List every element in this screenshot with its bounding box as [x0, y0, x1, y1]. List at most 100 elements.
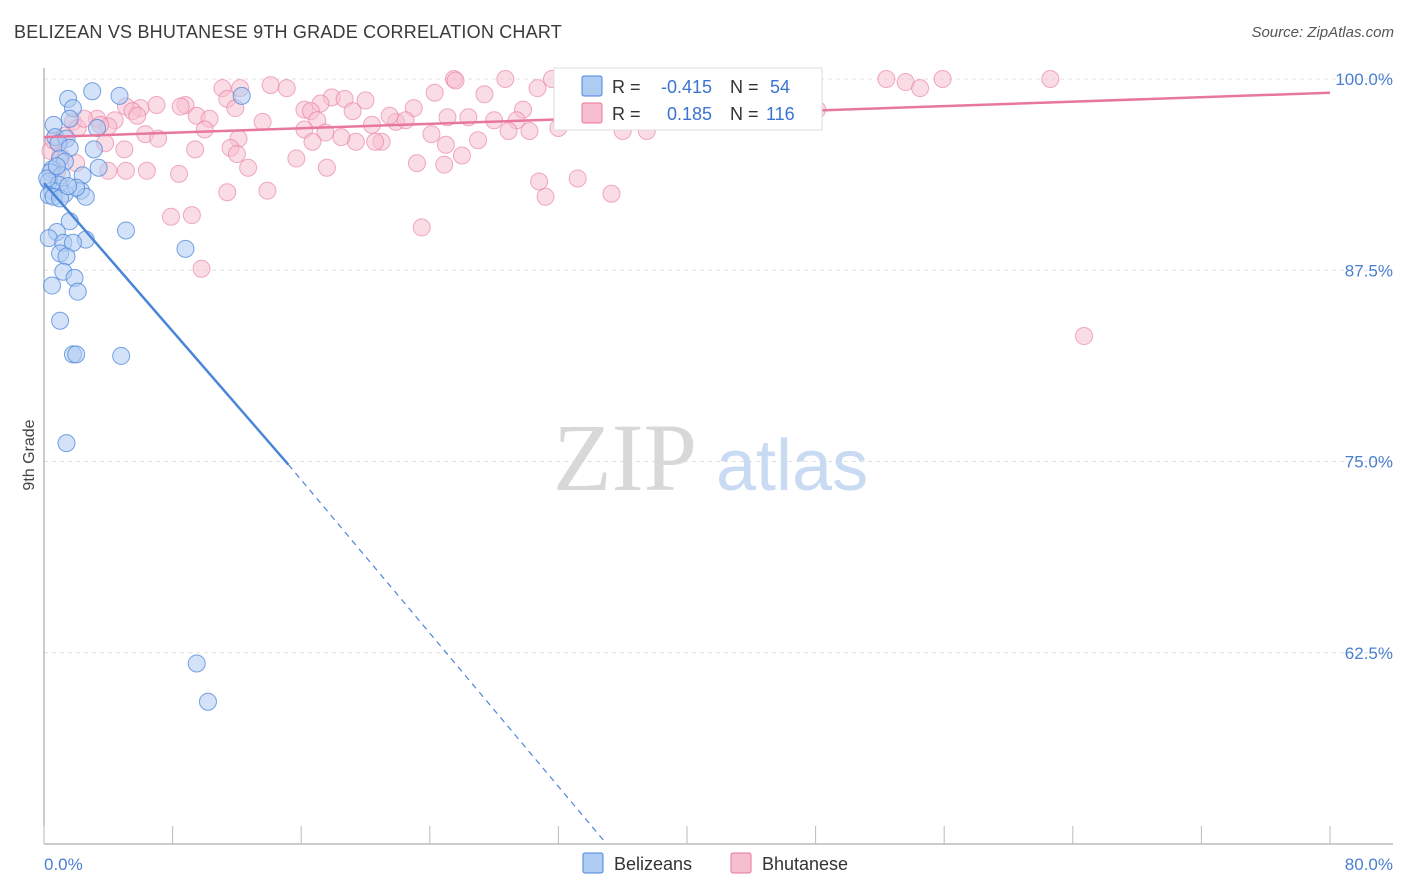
x-tick-marks	[43, 826, 1331, 844]
series-legend-swatch-bhutanese	[730, 852, 752, 874]
bhutanese-point	[186, 140, 205, 159]
bhutanese-point	[227, 144, 246, 163]
bhutanese-point	[877, 70, 896, 88]
bhutanese-point	[407, 154, 426, 173]
belizean-point	[110, 86, 129, 105]
bhutanese-point	[520, 122, 539, 141]
y-axis-label: 9th Grade	[21, 419, 38, 490]
bhutanese-point	[499, 122, 518, 141]
chart-title: BELIZEAN VS BHUTANESE 9TH GRADE CORRELAT…	[14, 22, 562, 42]
bhutanese-point	[911, 79, 930, 98]
bhutanese-point	[568, 169, 587, 188]
legend-r-label: R =	[612, 77, 641, 97]
bhutanese-point	[192, 259, 211, 278]
bhutanese-point	[602, 184, 621, 203]
watermark-zip: ZIP	[553, 404, 697, 511]
legend-swatch-blue	[581, 75, 603, 97]
bhutanese-point	[115, 140, 134, 159]
bhutanese-point	[239, 158, 258, 177]
x-tick-label-max: 80.0%	[1345, 855, 1393, 874]
bhutanese-point	[1041, 70, 1060, 88]
bhutanese-point	[452, 146, 471, 165]
bhutanese-point	[528, 79, 547, 98]
bhutanese-point	[253, 112, 272, 131]
bhutanese-point	[218, 183, 237, 202]
belizean-point	[187, 654, 206, 673]
bhutanese-point	[258, 181, 277, 200]
bhutanese-point	[933, 70, 952, 88]
y-tick-label: 87.5%	[1345, 261, 1393, 280]
bhutanese-point	[435, 155, 454, 174]
x-tick-label-min: 0.0%	[44, 855, 83, 874]
belizean-point	[51, 311, 70, 330]
belizean-point	[59, 177, 78, 196]
y-tick-label: 75.0%	[1345, 453, 1393, 472]
bhutanese-point	[287, 149, 306, 168]
bhutanese-point	[137, 161, 156, 180]
bhutanese-point	[469, 131, 488, 150]
bhutanese-point	[422, 125, 441, 144]
legend-r-label-2: R =	[612, 104, 641, 124]
bhutanese-point	[1075, 327, 1094, 346]
stats-legend: R = -0.415 N = 54 R = 0.185 N = 116	[553, 67, 823, 131]
bhutanese-point	[446, 71, 465, 90]
bhutanese-point	[438, 108, 457, 127]
bhutanese-point	[412, 218, 431, 237]
belizean-trend-line	[43, 182, 290, 466]
bhutanese-point	[475, 85, 494, 104]
source-label: Source: ZipAtlas.com	[1251, 24, 1394, 41]
watermark-atlas: atlas	[716, 426, 868, 506]
belizean-point	[43, 276, 62, 295]
watermark: ZIP atlas	[553, 404, 868, 511]
bhutanese-point	[343, 102, 362, 121]
bhutanese-point	[425, 83, 444, 102]
belizean-point	[68, 282, 87, 301]
y-tick-label: 62.5%	[1345, 644, 1393, 663]
bhutanese-point	[147, 96, 166, 115]
bhutanese-point	[530, 172, 549, 191]
series-legend: Belizeans Bhutanese	[582, 852, 848, 874]
bhutanese-point	[182, 206, 201, 225]
legend-r-value-belizean: -0.415	[661, 77, 712, 97]
bhutanese-point	[303, 132, 322, 151]
belizean-points	[38, 82, 251, 711]
legend-n-label-2: N =	[730, 104, 759, 124]
bhutanese-point	[436, 135, 455, 154]
bhutanese-point	[277, 79, 296, 98]
bhutanese-point	[317, 158, 336, 177]
legend-n-label: N =	[730, 77, 759, 97]
belizean-point	[84, 140, 103, 159]
belizean-point	[47, 157, 66, 176]
legend-n-value-belizean: 54	[770, 77, 790, 97]
belizean-point	[83, 82, 102, 101]
bhutanese-point	[356, 91, 375, 110]
bhutanese-point	[195, 120, 214, 139]
belizean-point	[116, 221, 135, 240]
legend-n-value-bhutanese: 116	[766, 104, 795, 124]
series-legend-belizeans: Belizeans	[614, 854, 692, 874]
belizean-point	[57, 247, 76, 266]
bhutanese-point	[161, 207, 180, 226]
bhutanese-point	[496, 70, 515, 88]
belizean-trend-extension	[287, 464, 608, 845]
belizean-point	[198, 692, 217, 711]
bhutanese-point	[171, 97, 190, 116]
legend-r-value-bhutanese: 0.185	[667, 104, 712, 124]
series-legend-swatch-belizeans	[582, 852, 604, 874]
belizean-point	[57, 434, 76, 453]
bhutanese-point	[116, 161, 135, 180]
y-tick-label: 100.0%	[1335, 70, 1393, 89]
bhutanese-point	[128, 106, 147, 125]
y-tick-labels: 62.5% 75.0% 87.5% 100.0%	[1335, 70, 1393, 663]
series-legend-bhutanese: Bhutanese	[762, 854, 848, 874]
bhutanese-point	[332, 128, 351, 147]
bhutanese-point	[170, 164, 189, 183]
bhutanese-point	[380, 106, 399, 125]
bhutanese-point	[536, 187, 555, 206]
belizean-point	[112, 346, 131, 365]
belizean-point	[232, 86, 251, 105]
belizean-point	[67, 345, 86, 364]
bhutanese-point	[261, 76, 280, 95]
legend-swatch-pink	[581, 102, 603, 124]
